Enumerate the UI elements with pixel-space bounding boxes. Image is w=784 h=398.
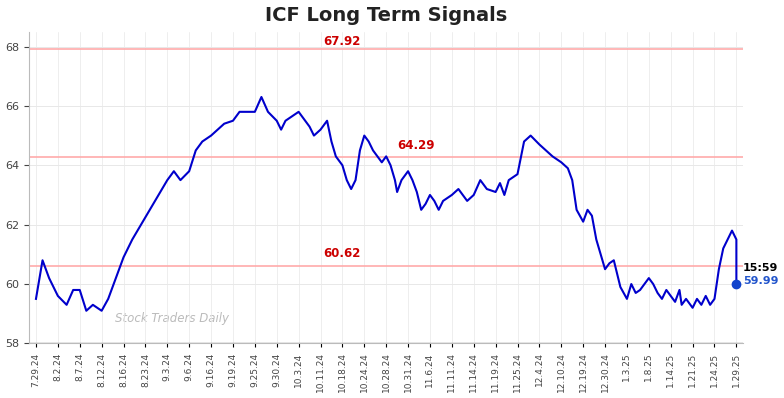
Text: Stock Traders Daily: Stock Traders Daily xyxy=(115,312,229,325)
Text: 67.92: 67.92 xyxy=(324,35,361,48)
Text: 64.29: 64.29 xyxy=(397,139,434,152)
Text: 60.62: 60.62 xyxy=(324,247,361,260)
Title: ICF Long Term Signals: ICF Long Term Signals xyxy=(265,6,507,25)
Text: 15:59: 15:59 xyxy=(743,263,779,273)
Text: 59.99: 59.99 xyxy=(743,276,779,286)
